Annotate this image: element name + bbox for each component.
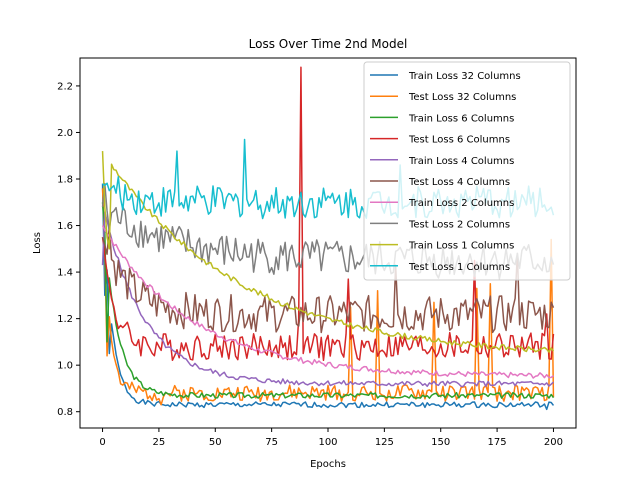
y-tick-label: 1.8 [57, 175, 73, 186]
y-axis: 0.8 1.0 1.2 1.4 1.6 1.8 2.0 2.2 [57, 81, 80, 418]
series-line-0 [101, 183, 555, 411]
y-tick-label: 2.2 [57, 81, 73, 92]
series-line-8 [101, 151, 555, 353]
x-tick-label: 200 [544, 437, 563, 448]
y-tick-label: 1.0 [57, 361, 73, 372]
legend-entry: Train Loss 6 Columns [408, 113, 514, 124]
x-tick-label: 0 [99, 437, 105, 448]
x-tick-label: 175 [488, 437, 507, 448]
legend-entry: Train Loss 2 Columns [408, 198, 514, 209]
legend-box [363, 61, 571, 281]
x-tick-label: 75 [265, 437, 278, 448]
x-axis-label: Epochs [310, 459, 346, 470]
y-axis-label: Loss [32, 232, 43, 254]
x-axis: 0 25 50 75 100 125 150 175 200 [99, 428, 563, 448]
series-line-5 [101, 224, 555, 334]
y-tick-label: 1.6 [57, 221, 73, 232]
legend-entry: Test Loss 6 Columns [408, 135, 510, 146]
x-tick-label: 50 [209, 437, 222, 448]
legend-entry: Train Loss 32 Columns [408, 71, 521, 82]
series-line-6 [101, 225, 554, 379]
y-tick-label: 1.4 [57, 268, 73, 279]
x-tick-label: 25 [153, 437, 166, 448]
y-tick-label: 0.8 [57, 407, 73, 418]
x-tick-label: 100 [318, 437, 337, 448]
x-tick-label: 150 [431, 437, 450, 448]
series-line-1 [101, 188, 555, 406]
legend-entry: Train Loss 1 Columns [408, 241, 514, 252]
series-line-3 [101, 66, 555, 362]
y-tick-label: 1.2 [57, 314, 73, 325]
series-line-4 [101, 211, 554, 388]
series-line-2 [101, 202, 555, 399]
legend-entry: Test Loss 2 Columns [408, 219, 510, 230]
legend-entry: Train Loss 4 Columns [408, 156, 514, 167]
x-tick-label: 125 [375, 437, 394, 448]
legend-entry: Test Loss 1 Columns [408, 262, 510, 273]
legend-entry: Test Loss 32 Columns [408, 92, 516, 103]
legend: Train Loss 32 Columns Test Loss 32 Column… [363, 61, 571, 281]
chart-title: Loss Over Time 2nd Model [249, 37, 408, 51]
legend-entry: Test Loss 4 Columns [408, 177, 510, 188]
y-tick-label: 2.0 [57, 128, 73, 139]
